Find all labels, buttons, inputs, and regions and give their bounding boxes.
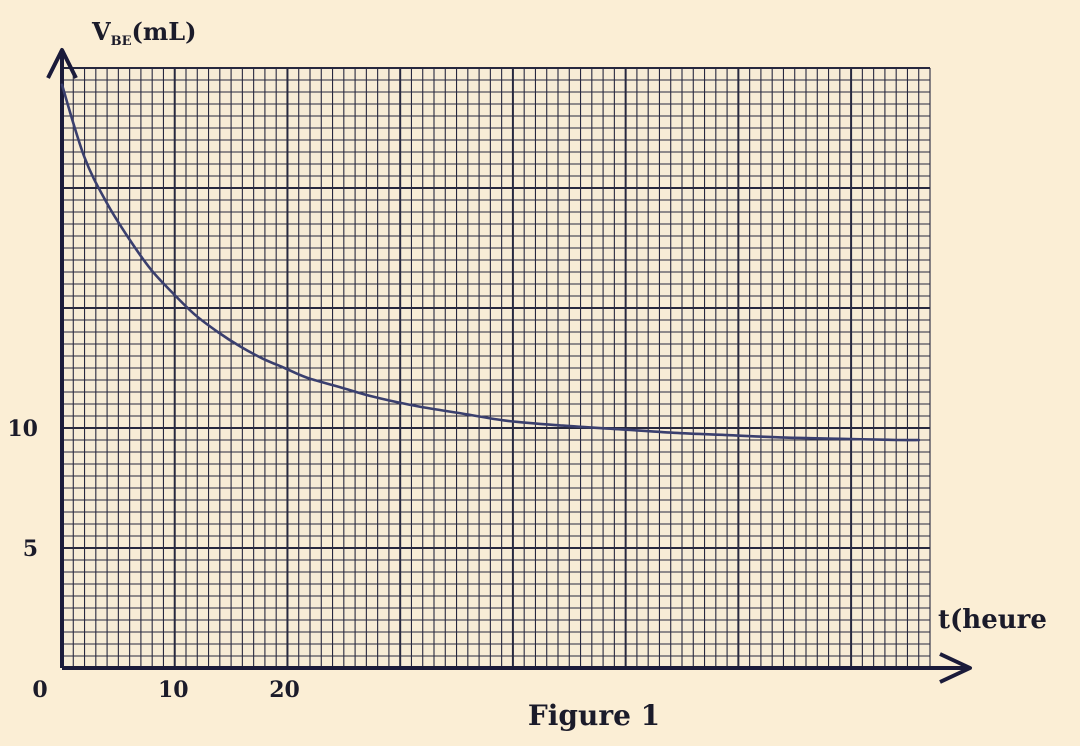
y-axis-label-main: V [91,17,111,46]
x-axis-arrow [939,652,972,684]
axes [46,48,972,684]
labels: VBE(mL) t(heure 0 Figure 1 [32,17,1047,732]
y-axis-label: VBE(mL) [91,17,197,49]
y-axis-label-sub: BE [111,34,132,49]
y-tick-label: 10 [7,416,38,442]
figure-caption: Figure 1 [528,699,660,732]
series-line [60,83,921,442]
x-tick-label: 10 [158,677,189,703]
origin-label: 0 [32,677,47,703]
y-tick-label: 5 [23,536,38,562]
y-axis-label-unit: (mL) [132,17,197,46]
grid [61,67,931,669]
x-tick-label: 20 [269,677,300,703]
tick-labels: 10 20 5 10 [7,416,300,703]
y-axis-arrow [46,48,78,79]
curve-layer [60,83,921,442]
x-axis-label: t(heure [938,605,1047,635]
